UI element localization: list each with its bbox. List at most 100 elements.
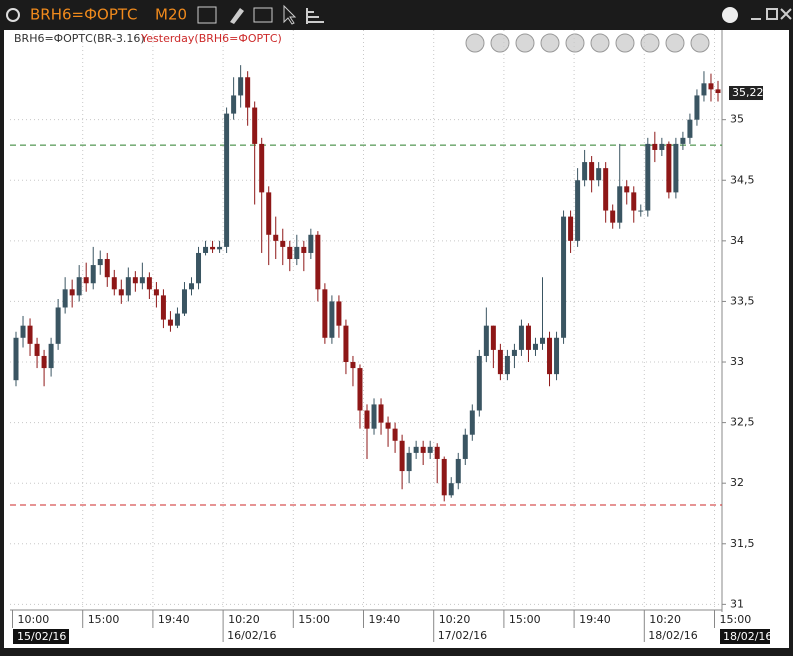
candle-body [41,355,47,369]
candle-body [582,162,588,181]
last-price-box [729,86,763,101]
candle-body [252,107,258,144]
date-label: 16/02/16 [227,629,276,642]
candle-body [189,283,194,290]
candle-body [83,277,89,284]
candle-body [659,143,665,150]
dollar-button[interactable] [722,7,738,23]
nav-button[interactable] [615,33,635,53]
candle-body [575,180,581,241]
candle-body [364,410,370,429]
candle-body [511,349,517,356]
indicator-tool[interactable] [253,7,273,23]
candle-body [525,325,531,350]
candle-body [167,319,173,326]
candle-body [203,246,209,253]
last-price: 35,22 [732,86,764,99]
candle-body [357,368,363,411]
y-tick-label: 31 [730,597,744,610]
candle-body [406,452,412,472]
date-label: 18/02/16 [648,629,697,642]
nav-button[interactable] [540,33,560,53]
candle-body [97,259,103,266]
candle-body [631,192,637,211]
date-box [13,629,69,644]
candle-body [90,265,96,284]
candle-body [532,343,538,350]
nav-button[interactable] [490,33,510,53]
candle-body [434,446,440,459]
candles-tool[interactable] [197,6,217,24]
candle-body [476,355,482,411]
maximize-button[interactable] [766,8,778,20]
date-label: 17/02/16 [438,629,487,642]
legend-series: BRH6=ФОРТС(BR-3.16) [14,32,145,45]
candle-body [266,192,272,235]
x-tick-label: 10:20 [439,613,471,626]
candle-body [427,446,433,453]
nav-button[interactable] [665,33,685,53]
date-label: 15/02/16 [17,630,66,643]
nav-button[interactable] [465,33,485,53]
x-tick-label: 15:00 [88,613,120,626]
y-tick-label: 34 [730,234,744,247]
candle-body [701,83,707,96]
y-tick-label: 31,5 [730,537,755,550]
candle-body [315,234,321,290]
y-tick-label: 34,5 [730,173,755,186]
candle-body [645,143,651,211]
candle-body [139,277,145,284]
candle-body [441,458,447,496]
candle-body [104,259,110,278]
current-date: 18/02/16 [723,630,772,643]
candle-body [399,440,405,472]
candle-body [13,337,19,381]
candle-body [694,95,700,120]
nav-button[interactable] [640,33,660,53]
nav-button[interactable] [690,33,710,53]
candle-body [132,277,138,284]
candle-body [708,83,714,90]
candle-body [378,404,384,423]
close-button[interactable] [780,8,792,20]
candle-body [568,216,574,241]
x-tick-label: 10:00 [18,613,50,626]
y-tick-label: 32 [730,476,744,489]
candle-body [448,483,454,496]
candle-body [27,325,33,344]
candle-body [715,89,721,94]
x-tick-label: 10:20 [228,613,260,626]
current-date-box [720,629,770,644]
nav-button[interactable] [515,33,535,53]
cursor-tool[interactable] [283,4,297,25]
candle-body [469,410,475,435]
candle-body [62,289,68,308]
candle-body [76,277,82,296]
candle-body [273,234,279,241]
candle-body [146,277,152,290]
candle-body [385,422,391,429]
candle-body [666,143,672,193]
toolbar [197,4,792,25]
candle-body [322,289,328,338]
legend-level: Yesterday(BRH6=ФОРТС) [140,32,282,45]
timeframe[interactable]: M20 [155,6,187,24]
nav-button[interactable] [590,33,610,53]
candle-body [371,404,377,429]
candle-body [308,234,314,253]
x-tick-label: 19:40 [369,613,401,626]
candle-body [413,446,419,453]
nav-button[interactable] [565,33,585,53]
candle-body [589,162,595,181]
levels-tool[interactable] [306,8,324,24]
window-icon[interactable] [6,8,20,22]
x-tick-label: 19:40 [579,613,611,626]
draw-tool[interactable] [230,8,244,24]
candle-body [20,325,26,338]
candle-body [196,252,202,284]
candle-body [280,240,286,247]
candle-body [561,216,567,338]
minimize-button[interactable] [751,18,761,20]
candle-body [336,301,342,326]
candle-body [518,325,524,350]
